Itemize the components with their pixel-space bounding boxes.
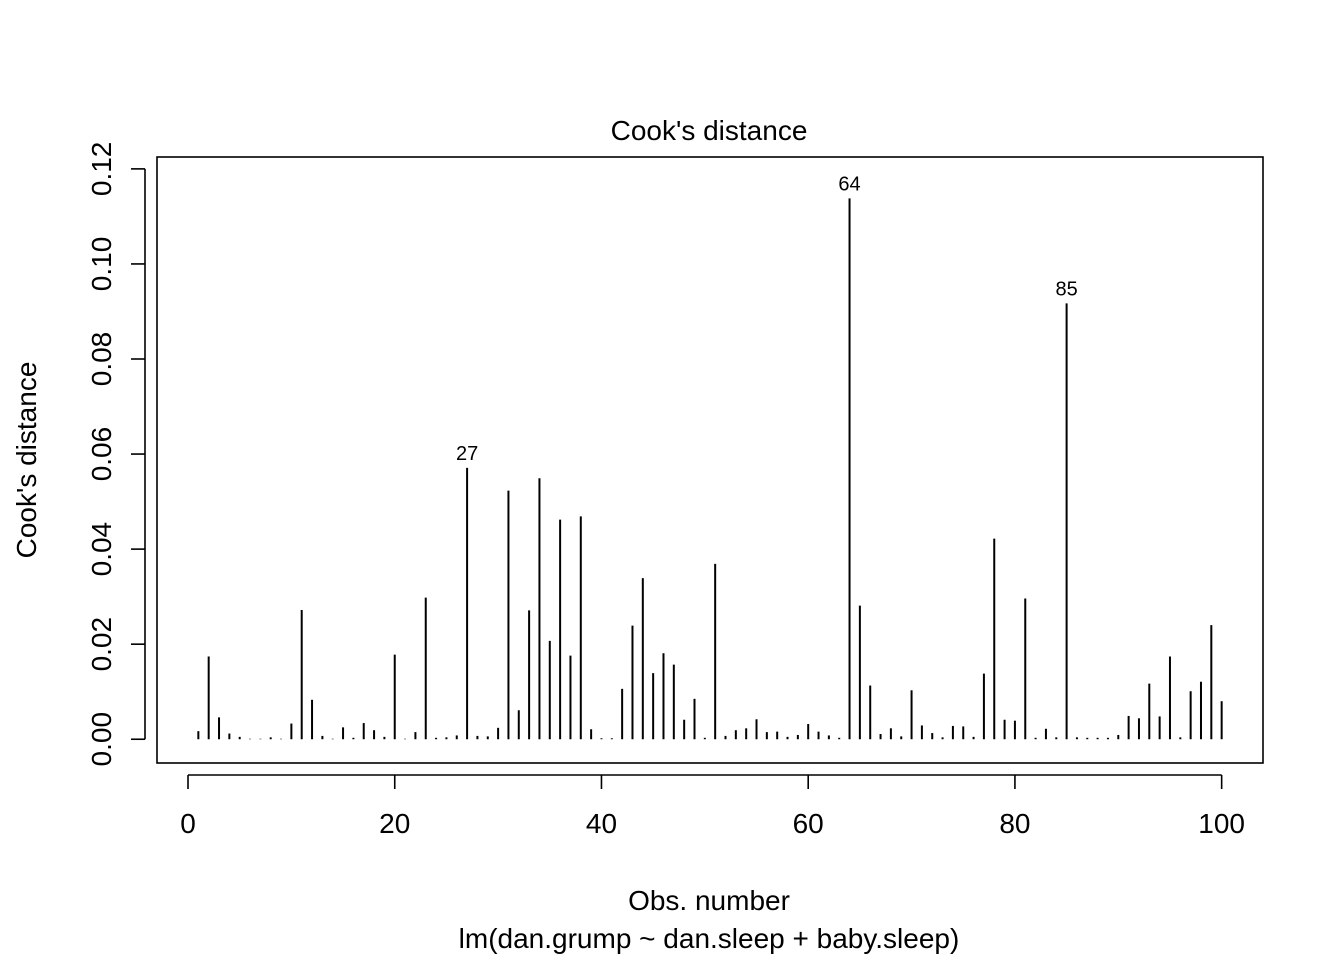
y-tick-label-0.08: 0.08 <box>86 332 117 387</box>
chart-subtitle: lm(dan.grump ~ dan.sleep + baby.sleep) <box>459 923 960 954</box>
y-axis: 0.00 0.02 0.04 0.06 0.08 0.10 0.12 <box>86 142 146 767</box>
x-tick-label-40: 40 <box>586 808 617 839</box>
x-axis: 0 20 40 60 80 100 <box>180 774 1245 839</box>
y-tick-label-0.02: 0.02 <box>86 617 117 672</box>
plot-frame <box>156 156 1264 764</box>
y-tick-label-0.00: 0.00 <box>86 712 117 767</box>
y-axis-label: Cook's distance <box>11 362 42 559</box>
x-tick-label-20: 20 <box>379 808 410 839</box>
x-tick-label-100: 100 <box>1198 808 1245 839</box>
y-tick-label-0.10: 0.10 <box>86 237 117 292</box>
x-tick-label-60: 60 <box>793 808 824 839</box>
point-label-64: 64 <box>838 173 860 195</box>
x-tick-label-80: 80 <box>999 808 1030 839</box>
point-label-85: 85 <box>1055 278 1077 300</box>
x-axis-label: Obs. number <box>628 885 790 916</box>
point-label-27: 27 <box>456 443 478 465</box>
y-tick-label-0.06: 0.06 <box>86 427 117 482</box>
x-tick-label-0: 0 <box>180 808 196 839</box>
y-tick-label-0.12: 0.12 <box>86 142 117 197</box>
bars-group <box>197 198 1223 740</box>
point-labels-group: 27 64 85 <box>456 173 1078 464</box>
chart-title: Cook's distance <box>611 115 808 146</box>
y-tick-label-0.04: 0.04 <box>86 522 117 577</box>
